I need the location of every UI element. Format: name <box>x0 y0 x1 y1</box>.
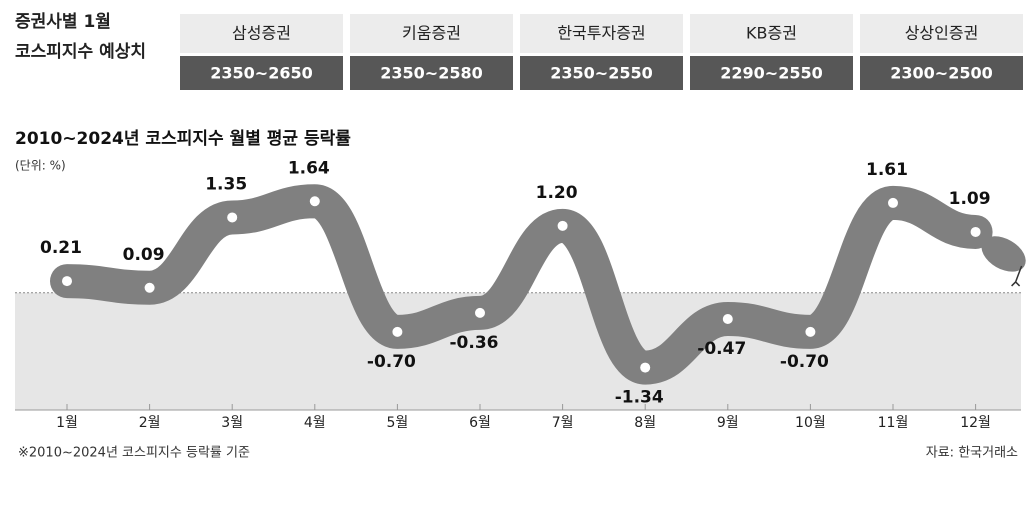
x-tick-label: 1월 <box>56 415 78 431</box>
point <box>557 220 568 231</box>
value-label: -1.34 <box>615 388 664 408</box>
firm-name: 상상인증권 <box>905 24 979 43</box>
value-label: 1.35 <box>205 174 247 194</box>
firm-range: 2300~2500 <box>890 64 992 83</box>
x-tick-label: 11월 <box>878 415 909 431</box>
snake-tongue <box>1011 265 1023 287</box>
range-cell <box>520 56 683 90</box>
x-tick-label: 8월 <box>634 415 656 431</box>
value-label: 1.64 <box>288 158 330 178</box>
point <box>640 362 651 373</box>
firm-name: KB증권 <box>746 24 797 43</box>
note: ※2010~2024년 코스피지수 등락률 기준 <box>18 446 250 461</box>
value-label: 0.21 <box>40 238 82 258</box>
point <box>970 226 981 237</box>
value-label: -0.70 <box>367 352 416 372</box>
chart-title: 2010~2024년 코스피지수 월별 평균 등락률 <box>15 129 351 149</box>
snake-head <box>981 236 1026 272</box>
x-tick-label: 3월 <box>221 415 243 431</box>
value-label: 1.61 <box>866 160 908 180</box>
forecast-title: 코스피지수 예상치 <box>15 42 146 62</box>
negative-area <box>15 292 1021 410</box>
firm-range: 2350~2580 <box>380 64 482 83</box>
firm-name: 삼성증권 <box>232 24 291 43</box>
source: 자료: 한국거래소 <box>926 446 1018 461</box>
firm-cell <box>520 14 683 53</box>
value-label: 1.09 <box>949 189 991 209</box>
firm-cell <box>690 14 853 53</box>
unit-label: (단위: %) <box>15 159 66 173</box>
point <box>805 326 816 337</box>
point <box>392 326 403 337</box>
x-tick-label: 5월 <box>387 415 409 431</box>
firm-name: 키움증권 <box>402 24 461 43</box>
value-label: 0.09 <box>123 245 165 265</box>
x-tick-label: 12월 <box>960 415 991 431</box>
point <box>722 314 733 325</box>
firm-name: 한국투자증권 <box>557 24 645 43</box>
point <box>227 212 238 223</box>
value-label: 1.20 <box>536 183 578 203</box>
point <box>62 276 72 287</box>
value-label: -0.36 <box>450 333 499 353</box>
firm-cell <box>860 14 1023 53</box>
range-cell <box>860 56 1023 90</box>
firm-range: 2290~2550 <box>720 64 822 83</box>
range-cell <box>180 56 343 90</box>
x-tick-label: 9월 <box>717 415 739 431</box>
firm-range: 2350~2550 <box>550 64 652 83</box>
x-tick-label: 4월 <box>304 415 326 431</box>
firm-range: 2350~2650 <box>210 64 312 83</box>
point <box>475 307 485 318</box>
range-cell <box>690 56 853 90</box>
value-label: -0.47 <box>697 339 746 359</box>
x-tick-label: 2월 <box>139 415 161 431</box>
point <box>309 196 320 207</box>
point <box>888 197 898 208</box>
range-cell <box>350 56 513 90</box>
x-tick-label: 7월 <box>552 415 574 431</box>
point <box>144 282 155 293</box>
forecast-title: 증권사별 1월 <box>15 12 111 32</box>
x-tick-label: 10월 <box>795 415 826 431</box>
x-tick-label: 6월 <box>469 415 491 431</box>
firm-cell <box>350 14 513 53</box>
firm-cell <box>180 14 343 53</box>
value-label: -0.70 <box>780 352 829 372</box>
